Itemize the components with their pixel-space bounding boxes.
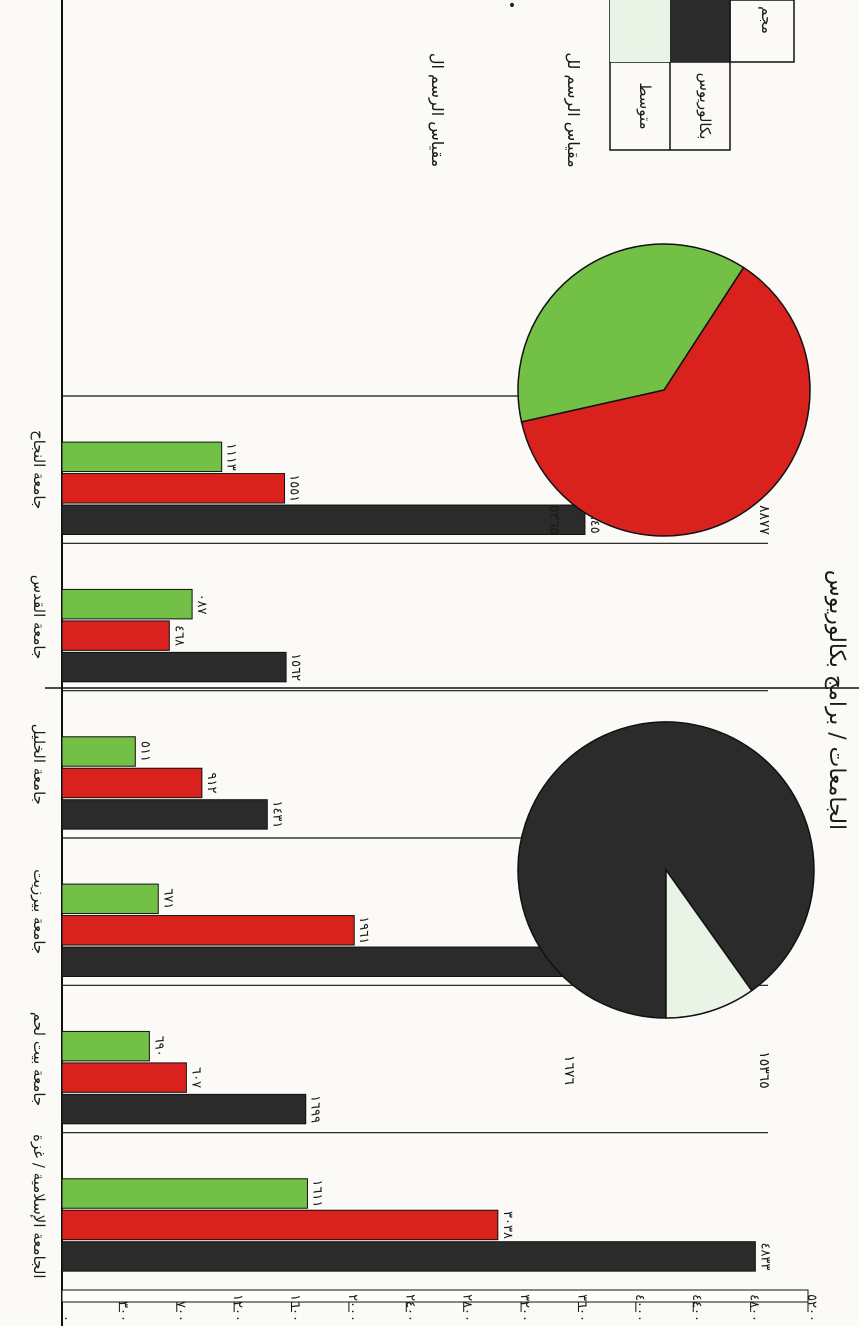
axis-ruler — [61, 1289, 809, 1303]
pie-group: ١٥٣٦٥ ١٦٧٦ ٨٨٧٧ ٥٣٦٥ — [517, 243, 815, 1089]
bar — [61, 736, 136, 767]
pie-slice-label: ١٥٣٦٥ — [756, 1051, 772, 1089]
bar-value-label: ١٦٩٩ — [308, 1095, 323, 1123]
bar — [61, 946, 587, 977]
axis-tick-label: ٤٠٠٠ — [632, 1294, 647, 1322]
category-label: جامعة الخليل — [30, 724, 48, 805]
bar — [61, 799, 268, 830]
bar-value-label: ١٤٣١ — [269, 800, 284, 828]
bar — [61, 1209, 499, 1241]
axis-tick-label: ٤٤٠٠ — [689, 1294, 704, 1322]
axis-tick-label: ١٢٠٠ — [230, 1294, 245, 1322]
legend-table — [609, 0, 795, 151]
bar — [61, 473, 286, 504]
category-label: الجامعة الإسلامية / غزة — [30, 1134, 48, 1279]
scale-note-2: مقياس الرسم ال — [427, 53, 447, 167]
bar-value-label: ٤٦٨ — [171, 625, 186, 646]
bar — [61, 1178, 308, 1209]
axis-tick-label: ٢٠٠٠ — [345, 1294, 360, 1322]
bar-value-label: ٩١٢ — [204, 772, 219, 793]
pie-slice — [665, 867, 753, 1019]
legend-label-bachelor: بكالوريوس — [696, 73, 714, 140]
pie-slice-label: ٨٨٧٧ — [756, 505, 772, 536]
bar — [61, 1030, 150, 1062]
value-axis: ٠ ٣٠٠ ٧٠٠ ١٢٠٠ ١٦٠٠ ٢٠٠٠ ٢٤٠٠ ٢٨٠٠ ٣٢٠٠ ٣٦٠٠ ٤٠٠٠ ٤… — [58, 1289, 819, 1322]
pie-slice — [517, 243, 745, 423]
category-group: الجامعة الإسلامية / غزة جامعة بيت لحم جامع… — [30, 395, 768, 1279]
scale-note-1: مقياس الرسم لل — [563, 52, 583, 167]
bar-value-label: ٣٠٣٨ — [500, 1211, 515, 1239]
category-label: جامعة القدس — [30, 575, 48, 659]
axis-tick-label: ٣٦٠٠ — [574, 1294, 589, 1322]
bar — [61, 588, 193, 620]
bar-value-label: ٦٧١ — [160, 888, 175, 909]
bullet-mark: • — [508, 0, 516, 14]
axis-tick-label: ٤٨٠٠ — [747, 1294, 762, 1322]
bar-value-label: ١٥٦٢ — [288, 653, 303, 681]
axis-tick-label: ٥٢٠٠ — [804, 1294, 819, 1322]
bar — [61, 767, 203, 799]
pie-slice-label: ٥٣٦٥ — [546, 505, 562, 535]
bar — [61, 620, 170, 651]
bar — [61, 504, 586, 535]
legend-label-average: متوسط — [636, 82, 654, 129]
pie-slice-label: ١٦٧٦ — [561, 1055, 577, 1085]
axis-tick-label: ٣٢٠٠ — [517, 1294, 532, 1322]
axis-tick-label: ١٦٠٠ — [288, 1294, 303, 1322]
axis-tick-label: ٧٠٠ — [173, 1301, 188, 1322]
bar — [61, 441, 223, 473]
legend-swatch-pale — [610, 0, 670, 62]
bar-value-label: ١١١٣ — [224, 443, 239, 471]
legend-label-total: مجم — [758, 6, 776, 34]
bar — [61, 1241, 756, 1272]
bar-value-label: ٤٨٣٣ — [757, 1242, 772, 1270]
legend-swatch-black — [670, 0, 730, 62]
bar — [61, 915, 355, 946]
bar-value-label: ١٥٥١ — [287, 474, 302, 502]
bar-value-label: ٦٩٠ — [151, 1036, 166, 1057]
bar-value-label: ١٩٦١ — [356, 916, 371, 944]
bar — [61, 1093, 307, 1125]
category-label: جامعة النجاح — [30, 430, 48, 509]
bar — [61, 883, 159, 915]
axis-tick-label: ٠ — [58, 1315, 73, 1322]
bar-value-label: ٥١١ — [137, 741, 152, 762]
bar-value-label: ١٦١١ — [309, 1180, 324, 1208]
category-label: جامعة بيت لحم — [30, 1012, 48, 1106]
axis-tick-label: ٢٤٠٠ — [402, 1294, 417, 1322]
pie-slice — [520, 266, 811, 537]
bar-value-label: ٦٠٧ — [188, 1067, 203, 1088]
category-label: جامعة بيرزيت — [30, 869, 48, 954]
bar-value-label: ٠٨٧ — [194, 594, 209, 615]
bar — [61, 1062, 187, 1093]
axis-tick-label: ٣٠٠ — [115, 1301, 130, 1322]
bar — [61, 651, 287, 683]
chart-title: الجامعات / برامج بكالوريوس — [824, 570, 849, 830]
axis-tick-label: ٢٨٠٠ — [460, 1294, 475, 1322]
